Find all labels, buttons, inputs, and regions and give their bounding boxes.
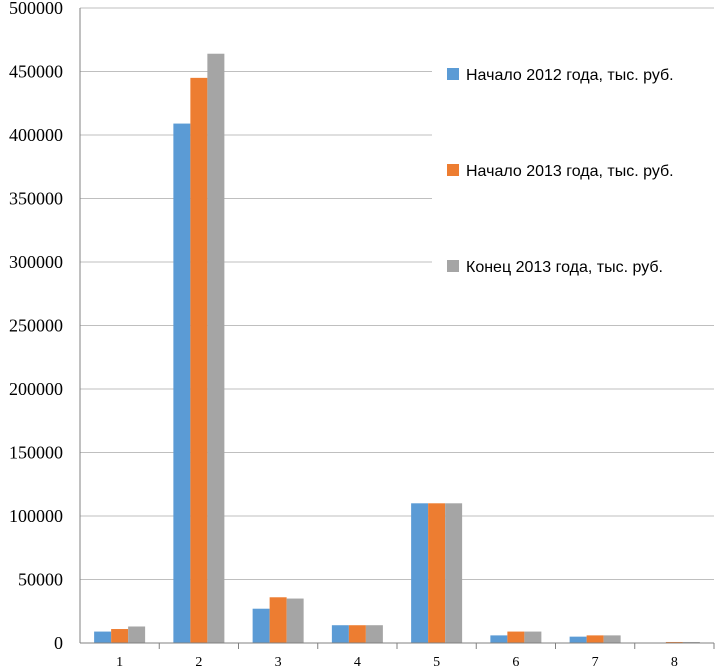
bar <box>286 598 304 643</box>
bar <box>569 636 587 643</box>
x-tick-label: 7 <box>592 655 599 669</box>
bar <box>682 641 700 643</box>
bar <box>190 77 208 644</box>
x-tick-label: 5 <box>433 655 440 669</box>
y-tick-label: 300000 <box>9 252 63 272</box>
bar <box>128 626 146 643</box>
bar <box>603 635 621 643</box>
axes <box>79 8 715 649</box>
y-tick-label: 350000 <box>9 189 63 209</box>
legend-swatch <box>447 164 459 176</box>
bar <box>428 503 446 643</box>
bar <box>173 123 191 643</box>
x-tick-label: 2 <box>195 655 202 669</box>
legend-label: Начало 2012 года, тыс. руб. <box>466 67 674 84</box>
y-tick-label: 200000 <box>9 379 63 399</box>
bar <box>445 503 463 643</box>
legend-swatch <box>447 260 459 272</box>
y-tick-label: 500000 <box>9 0 63 18</box>
y-tick-label: 150000 <box>9 443 63 463</box>
bar <box>207 53 225 644</box>
y-tick-label: 50000 <box>18 570 63 590</box>
legend-label: Начало 2013 года, тыс. руб. <box>466 163 674 180</box>
bar <box>586 635 604 643</box>
x-tick-label: 8 <box>671 655 678 669</box>
bar <box>331 625 349 643</box>
bar <box>490 635 508 643</box>
bar <box>365 625 383 643</box>
x-tick-label: 1 <box>116 655 123 669</box>
x-tick-labels: 1 2 3 4 5 6 7 8 <box>116 655 678 669</box>
x-tick-label: 3 <box>275 655 282 669</box>
bar <box>524 631 542 643</box>
bar <box>252 608 270 643</box>
legend: Начало 2012 года, тыс. руб. Начало 2013 г… <box>432 27 715 317</box>
y-tick-label: 450000 <box>9 62 63 82</box>
legend-label: Конец 2013 года, тыс. руб. <box>466 259 663 276</box>
legend-box <box>432 27 715 317</box>
bar <box>507 631 525 643</box>
y-tick-label: 100000 <box>9 506 63 526</box>
bar <box>111 629 129 643</box>
bar <box>269 597 287 643</box>
bars <box>94 53 700 644</box>
y-tick-label: 0 <box>54 633 63 653</box>
y-tick-label: 400000 <box>9 125 63 145</box>
bar <box>411 503 429 643</box>
y-tick-label: 250000 <box>9 316 63 336</box>
bar <box>665 641 683 643</box>
y-tick-labels: 0 50000 100000 150000 200000 250000 300000 3500… <box>9 0 63 653</box>
x-tick-label: 6 <box>512 655 519 669</box>
bar <box>348 625 366 643</box>
x-tick-label: 4 <box>354 655 361 669</box>
bar <box>94 631 112 643</box>
legend-swatch <box>447 68 459 80</box>
